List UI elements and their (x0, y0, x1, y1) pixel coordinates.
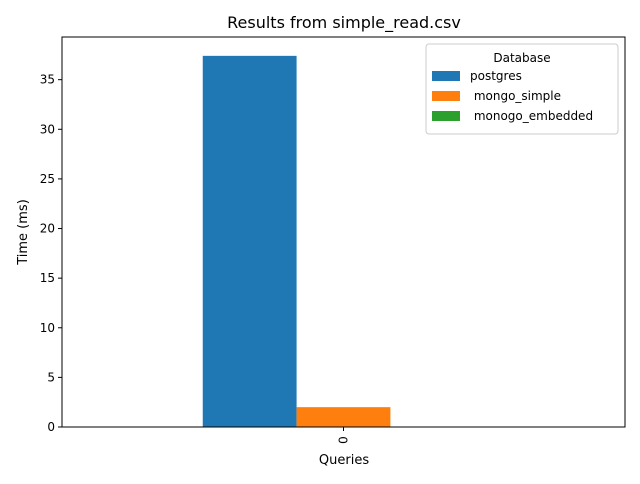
y-tick-label: 5 (47, 370, 55, 384)
y-axis-label: Time (ms) (16, 199, 31, 266)
y-tick-label: 0 (47, 420, 55, 434)
legend-swatch (432, 111, 460, 121)
y-axis: 0 5 10 15 20 25 30 35 (40, 73, 62, 434)
legend-swatch (432, 91, 460, 101)
y-tick-label: 25 (40, 172, 55, 186)
chart-title: Results from simple_read.csv (227, 13, 461, 33)
legend: Database postgres mongo_simple monogo_em… (425, 43, 619, 135)
y-tick-label: 10 (40, 321, 55, 335)
y-tick-label: 15 (40, 271, 55, 285)
y-tick-label: 20 (40, 222, 55, 236)
y-tick-label: 35 (40, 73, 55, 87)
x-tick-label: 0 (337, 436, 351, 444)
bar (296, 407, 391, 427)
legend-box (425, 43, 619, 135)
legend-swatch (432, 71, 460, 81)
legend-label: postgres (470, 69, 522, 83)
x-axis-label: Queries (319, 453, 369, 468)
y-tick-label: 30 (40, 122, 55, 136)
legend-title: Database (493, 51, 550, 65)
bars-layer (202, 55, 391, 428)
bar (202, 55, 297, 428)
legend-label: monogo_embedded (470, 109, 593, 123)
legend-label: mongo_simple (470, 89, 561, 103)
x-axis: 0 (337, 427, 351, 444)
